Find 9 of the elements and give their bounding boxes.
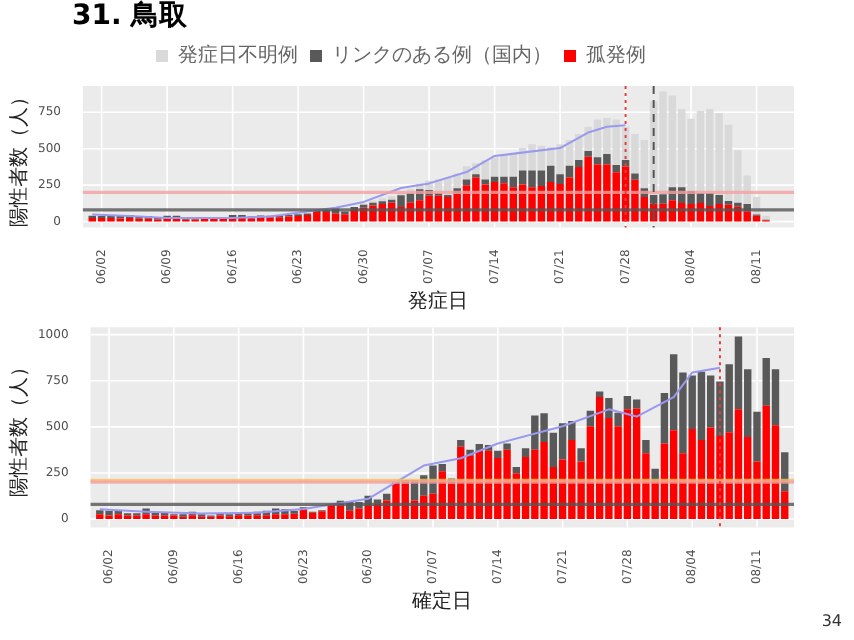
legend-label: 発症日不明例 xyxy=(178,43,298,68)
y-axis-title: 陽性者数（人） xyxy=(7,86,32,227)
x-axis-title: 発症日 xyxy=(408,289,469,314)
y-axis-title: 陽性者数（人） xyxy=(7,357,32,498)
text: 34 xyxy=(821,612,842,630)
chart-title: 31. 鳥取 xyxy=(72,0,190,34)
legend-label: 孤発例 xyxy=(586,43,646,68)
x-axis-title: 確定日 xyxy=(410,589,473,614)
legend-label: リンクのある例（国内） xyxy=(332,43,552,68)
